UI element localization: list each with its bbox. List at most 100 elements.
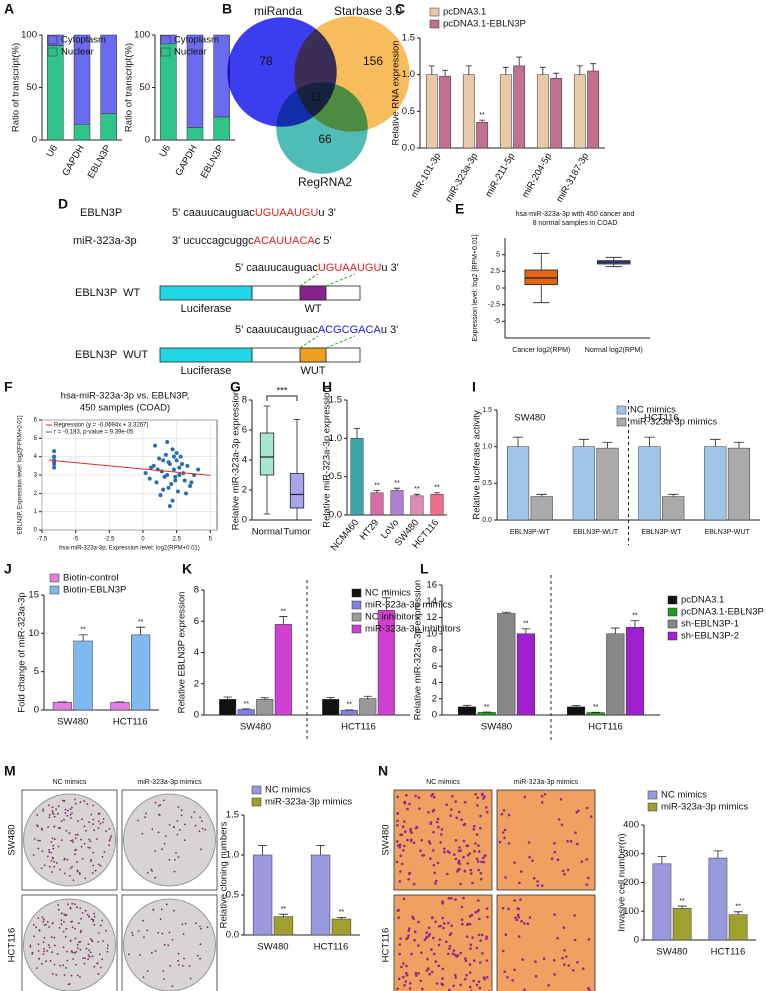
colony <box>97 827 100 829</box>
error-bar <box>710 438 721 447</box>
colony <box>65 927 68 930</box>
colony <box>77 922 80 925</box>
cell <box>409 827 412 831</box>
y-tick-label: 2 <box>194 678 199 689</box>
colony <box>173 826 176 829</box>
cell <box>566 868 570 872</box>
y-axis-label: Relative miR-323a-3p expression <box>413 580 424 720</box>
y-tick-label: 10 <box>28 628 39 639</box>
y-tick-label: 300 <box>623 848 639 859</box>
cell <box>478 961 482 964</box>
cell <box>472 828 476 831</box>
colony <box>57 904 60 906</box>
cell <box>585 883 589 886</box>
y-tick-label: 0.5 <box>482 480 492 487</box>
cell <box>573 914 576 917</box>
colony <box>53 838 56 841</box>
colony <box>48 865 51 868</box>
error-bar <box>278 913 289 917</box>
y-tick-label: -2.5 <box>488 302 500 309</box>
legend-label: sh-EBLN3P-1 <box>681 619 739 630</box>
colony <box>71 926 74 929</box>
bar-segment <box>47 45 64 141</box>
y-tick-label: 6 <box>432 661 437 672</box>
colony <box>180 814 183 817</box>
cell <box>399 854 403 858</box>
colony <box>158 804 160 807</box>
colony <box>37 839 39 842</box>
colony <box>56 953 59 955</box>
construct-name: EBLN3P WUT <box>75 349 148 361</box>
cell <box>396 987 399 991</box>
point <box>178 454 183 459</box>
bar <box>430 494 444 516</box>
error-bar <box>279 616 288 625</box>
colony <box>41 962 43 965</box>
colony <box>87 958 89 960</box>
cell <box>557 818 561 821</box>
colony <box>146 970 149 972</box>
venn-label: miRanda <box>254 4 302 18</box>
cell <box>396 819 399 823</box>
column-label: NC mimics <box>53 779 87 786</box>
colony <box>53 963 56 966</box>
y-axis-label: Invasive cell number(n) <box>617 833 628 931</box>
legend-swatch <box>160 47 171 57</box>
colony <box>75 963 77 966</box>
error-bar <box>242 708 251 710</box>
point <box>52 449 57 454</box>
error-bar <box>223 696 232 700</box>
colony <box>88 949 90 952</box>
cell <box>413 938 416 942</box>
colony <box>206 926 209 929</box>
colony <box>71 865 73 868</box>
legend-swatch <box>351 588 362 598</box>
colony <box>57 805 60 808</box>
x-tick-label: miR-204-5p <box>520 151 554 199</box>
row-label: SW480 <box>7 824 18 855</box>
point <box>154 480 159 485</box>
colony <box>43 924 46 926</box>
legend-label: pcDNA3.1-EBLN3P <box>681 607 764 618</box>
dish <box>123 898 216 991</box>
gene-label: Luciferase <box>181 303 232 315</box>
colony <box>189 977 192 980</box>
cell <box>454 973 457 977</box>
colony <box>79 948 82 951</box>
cell <box>432 863 436 867</box>
colony <box>80 917 82 920</box>
colony <box>91 955 94 958</box>
colony <box>79 801 82 804</box>
colony <box>61 839 63 841</box>
cell <box>472 979 475 983</box>
bar <box>587 70 600 149</box>
bar <box>572 446 595 521</box>
cell <box>563 963 566 966</box>
error-bar <box>442 69 449 77</box>
cell <box>443 850 446 854</box>
cell <box>417 796 421 799</box>
cell <box>574 831 577 834</box>
cell <box>417 944 420 947</box>
significance: ** <box>339 909 345 916</box>
y-axis-label: Relative miR-323a-3p expression <box>322 387 333 527</box>
y-tick-label: 0 <box>496 285 500 292</box>
colony <box>139 954 141 956</box>
cell <box>427 926 431 929</box>
colony <box>69 906 72 909</box>
colony <box>50 936 53 938</box>
cell <box>441 902 444 905</box>
cell <box>572 969 575 972</box>
point <box>167 504 172 509</box>
cell <box>432 952 436 956</box>
cell <box>532 877 536 880</box>
colony <box>144 816 147 819</box>
point <box>52 465 57 470</box>
cell <box>534 974 538 978</box>
colony <box>69 813 72 816</box>
x-tick-label: miR-211-5p <box>483 151 517 199</box>
legend-label: Nuclear <box>61 47 94 58</box>
cell <box>430 970 434 974</box>
y-tick-label: 100 <box>21 30 37 41</box>
cell <box>432 795 436 799</box>
